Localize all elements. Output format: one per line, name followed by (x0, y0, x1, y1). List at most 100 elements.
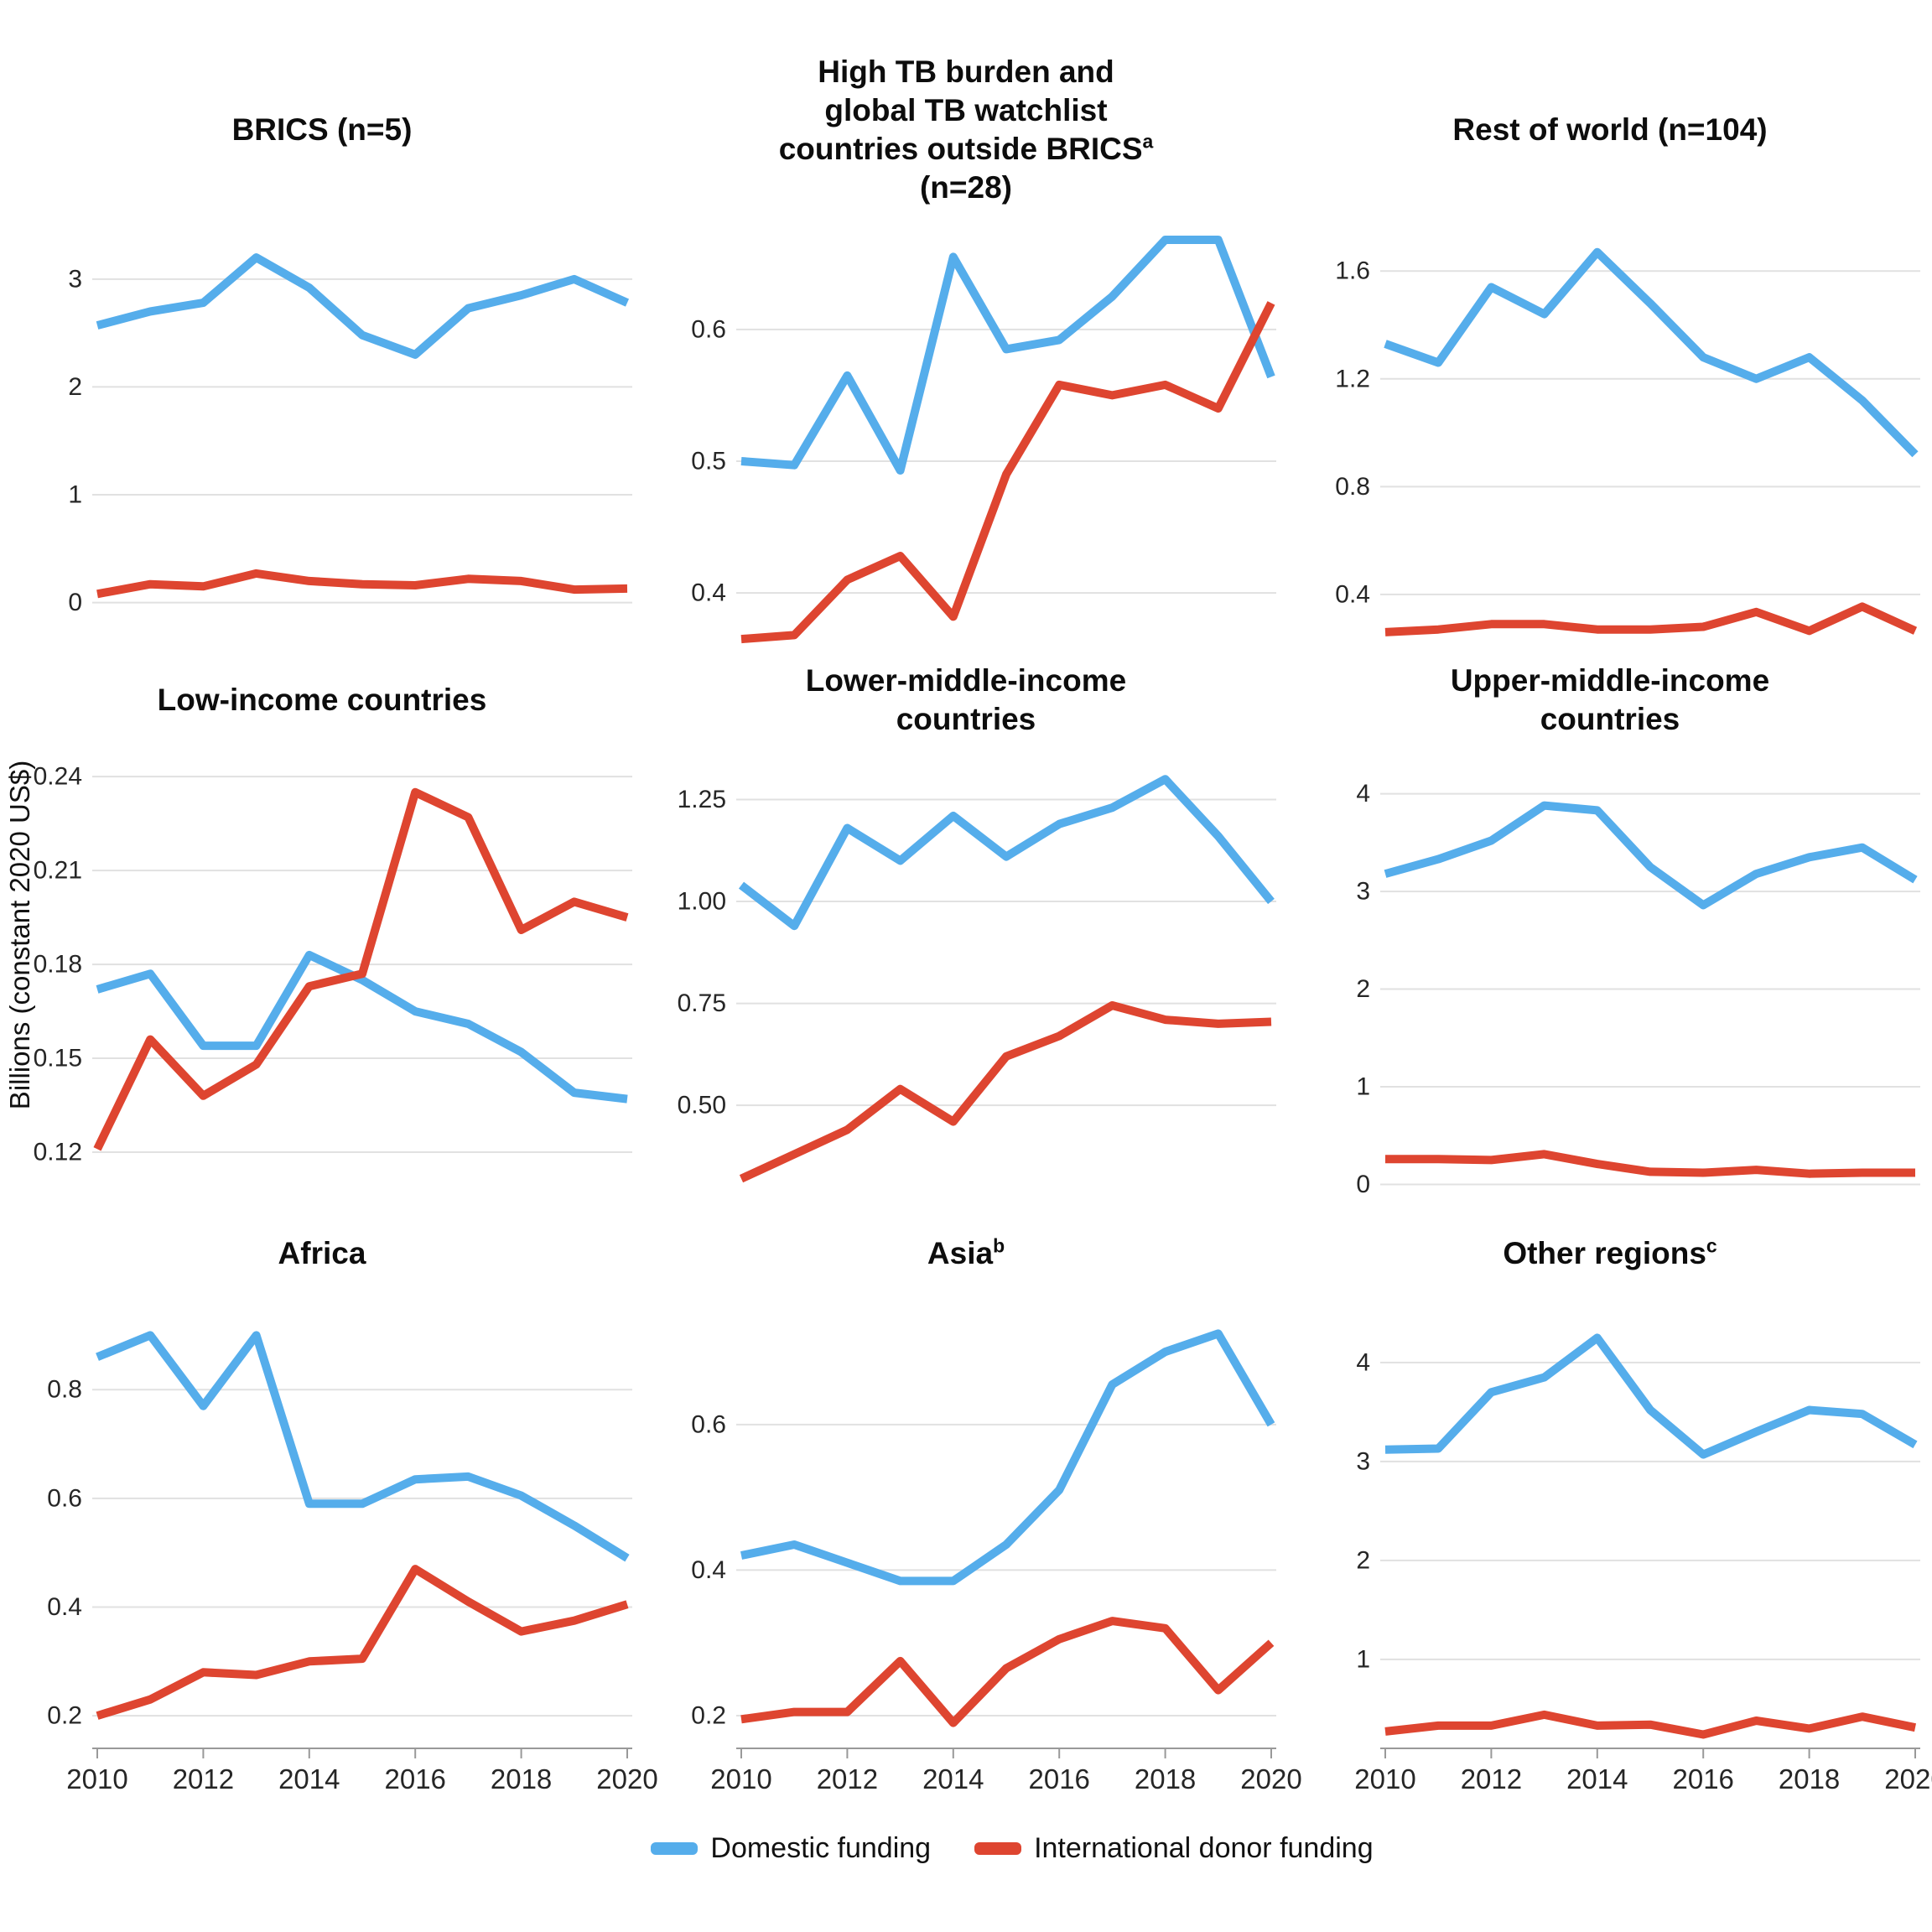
series-line-donor (739, 1001, 1272, 1183)
panel-asia: Asiab 0.2 0.4 0.6 2010 2012 2014 2016 2018 2020 (644, 1212, 1301, 1815)
x-tick-label: 2014 (1566, 1763, 1628, 1794)
panel-africa: Africa 0.2 0.4 0.6 0.8 2010 2012 2014 2016 2018 2… (0, 1212, 657, 1815)
series-line-donor (740, 1617, 1275, 1727)
panel-title: High TB burden and global TB watchlist cou… (644, 46, 1288, 214)
panel-title-line: Africa (278, 1236, 366, 1270)
international-donor-funding-swatch-icon (974, 1842, 1022, 1855)
y-tick-label: 1 (1356, 1073, 1370, 1101)
y-tick-label: 1 (1356, 1645, 1370, 1673)
panel-brics: BRICS (n=5) 0 1 2 3 (0, 46, 644, 658)
x-tick-label: 2018 (1779, 1763, 1840, 1794)
panel-title-line: countries outside BRICSa (778, 130, 1154, 166)
x-tick-label: 2010 (710, 1763, 771, 1794)
y-tick-label: 2 (1356, 975, 1370, 1003)
upper-middle-income-chart: 0 1 2 3 4 (1356, 780, 1920, 1198)
y-tick-label: 1.6 (1335, 257, 1370, 285)
panel-lower-middle-income: Lower-middle-income countries 0.50 0.75 1.0… (644, 658, 1288, 1212)
x-tick-label: 2016 (1672, 1763, 1733, 1794)
panel-title-line: High TB burden and (818, 55, 1114, 89)
panel-low-income: Low-income countries 0.12 0.15 0.18 0.21 0.2… (0, 658, 644, 1212)
panel-title: BRICS (n=5) (0, 46, 644, 214)
y-tick-label: 0.15 (34, 1045, 82, 1072)
domestic-funding-swatch-icon (651, 1842, 699, 1855)
panel-title: Low-income countries (0, 658, 644, 742)
y-tick-label: 0.12 (34, 1139, 82, 1166)
small-multiples-grid: BRICS (n=5) 0 1 2 3 High TB burden and globa… (0, 46, 1932, 1815)
y-tick-label: 0.8 (47, 1376, 82, 1404)
y-tick-label: 3 (1356, 1447, 1370, 1475)
series-line-donor (1385, 1150, 1915, 1178)
panel-upper-middle-income: Upper-middle-income countries 0 1 2 3 4 (1288, 658, 1932, 1212)
panel-title: Lower-middle-income countries (644, 658, 1288, 742)
panel-high-tb-watchlist-outside-brics: High TB burden and global TB watchlist cou… (644, 46, 1288, 658)
x-tick-label: 2012 (817, 1763, 878, 1794)
x-tick-label: 2016 (1028, 1763, 1089, 1794)
panel-title: Other regionsc (1288, 1212, 1932, 1296)
series-line-domestic (738, 775, 1275, 931)
y-tick-label: 0.6 (691, 315, 726, 343)
series-line-donor (93, 787, 629, 1151)
y-tick-label: 0.4 (47, 1593, 82, 1621)
lower-middle-income-chart: 0.50 0.75 1.00 1.25 (678, 775, 1276, 1183)
y-tick-label: 0.2 (47, 1702, 82, 1730)
series-line-domestic (96, 253, 630, 359)
panel-title: Asiab (644, 1212, 1288, 1296)
panel-title-line: countries (1540, 702, 1680, 736)
legend: Domestic funding International donor fun… (92, 1832, 1932, 1865)
y-tick-label: 0.50 (678, 1092, 726, 1119)
rest-of-world-chart: 0.4 0.8 1.2 1.6 (1335, 247, 1920, 636)
x-tick-label: 2010 (1354, 1763, 1415, 1794)
panel-title-line: (n=28) (919, 170, 1012, 205)
panel-title-line: global TB watchlist (824, 93, 1108, 127)
y-tick-label: 1 (68, 481, 82, 509)
series-line-domestic (740, 236, 1275, 475)
y-tick-label: 0.5 (691, 448, 726, 475)
x-tick-label: 2020 (1240, 1763, 1301, 1794)
panel-title-line: countries (896, 702, 1036, 736)
y-tick-label: 0.75 (678, 989, 726, 1017)
legend-item-domestic: Domestic funding (651, 1832, 931, 1865)
y-tick-label: 0.21 (34, 857, 82, 885)
y-tick-label: 0.6 (47, 1484, 82, 1512)
y-tick-label: 0.6 (691, 1410, 726, 1438)
x-tick-label: 2020 (596, 1763, 657, 1794)
series-line-donor (1384, 602, 1918, 636)
panel-title-line: Other regionsc (1503, 1234, 1717, 1270)
panel-title: Rest of world (n=104) (1288, 46, 1932, 214)
x-tick-label: 2012 (173, 1763, 234, 1794)
y-tick-label: 3 (1356, 878, 1370, 906)
y-tick-label: 4 (1356, 1348, 1370, 1376)
other-regions-chart: 1 2 3 4 2010 2012 2014 2016 2018 2020 (1354, 1333, 1932, 1794)
y-tick-label: 0.4 (691, 579, 726, 607)
panel-title-line: Asiab (927, 1234, 1005, 1270)
y-tick-label: 2 (1356, 1546, 1370, 1574)
y-tick-label: 4 (1356, 780, 1370, 808)
y-tick-label: 0.24 (34, 763, 82, 791)
series-line-domestic (740, 1329, 1275, 1586)
x-tick-label: 2014 (278, 1763, 340, 1794)
x-tick-label: 2016 (384, 1763, 445, 1794)
x-tick-label: 2018 (491, 1763, 552, 1794)
x-tick-label: 2020 (1884, 1763, 1932, 1794)
x-tick-label: 2018 (1135, 1763, 1196, 1794)
panel-rest-of-world: Rest of world (n=104) 0.4 0.8 1.2 1.6 (1288, 46, 1932, 658)
y-tick-label: 0.8 (1335, 473, 1370, 501)
panel-title-line: Rest of world (n=104) (1452, 112, 1768, 147)
series-line-domestic (1384, 247, 1919, 458)
y-tick-label: 0 (1356, 1171, 1370, 1198)
panel-title-line: Lower-middle-income (805, 663, 1127, 698)
x-tick-label: 2010 (66, 1763, 127, 1794)
high-tb-watchlist-chart: 0.4 0.5 0.6 (691, 236, 1276, 644)
panel-other-regions: Other regionsc 1 2 3 4 2010 2012 2014 2016 2018 2… (1288, 1212, 1932, 1815)
x-tick-label: 2014 (922, 1763, 984, 1794)
series-line-donor (96, 569, 628, 599)
y-tick-label: 1.25 (678, 786, 726, 813)
legend-item-donor: International donor funding (974, 1832, 1374, 1865)
panel-title: Upper-middle-income countries (1288, 658, 1932, 742)
y-tick-label: 0.18 (34, 951, 82, 979)
legend-label: Domestic funding (710, 1832, 932, 1864)
series-line-domestic (1384, 1333, 1918, 1459)
panel-title-line: Upper-middle-income (1450, 663, 1770, 698)
y-tick-label: 0.2 (691, 1701, 726, 1729)
series-line-donor (740, 301, 1275, 644)
